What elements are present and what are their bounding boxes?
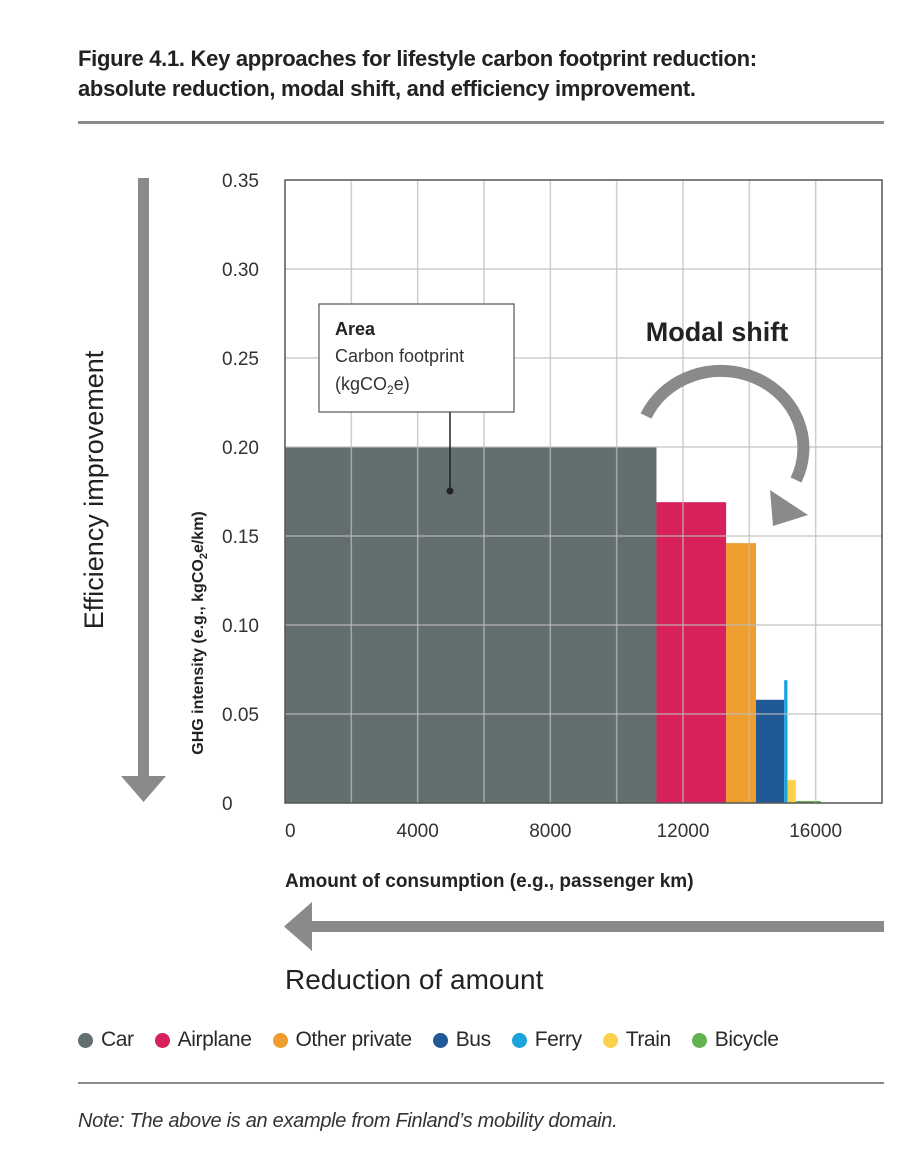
- area-callout: Area Carbon footprint (kgCO2e): [318, 303, 515, 495]
- modal-shift-curved-arrow-icon: [640, 364, 810, 526]
- bar-bicycle: [795, 801, 821, 803]
- y-axis-label: GHG intensity (e.g., kgCO2e/km): [190, 511, 210, 755]
- x-tick-label: 16000: [789, 821, 842, 842]
- legend: Car Airplane Other private Bus Ferry Train Bic…: [78, 1026, 799, 1054]
- y-tick-label: 0.30: [222, 260, 259, 281]
- x-tick-label: 0: [285, 821, 296, 842]
- bar-other-private: [726, 543, 756, 803]
- reduction-arrow-icon: [284, 902, 884, 951]
- legend-item-ferry: Ferry: [511, 1028, 582, 1052]
- legend-item-bicycle: Bicycle: [691, 1028, 779, 1052]
- callout-line-1: Carbon footprint: [335, 346, 464, 366]
- y-axis-label-pre: GHG intensity (e.g., kgCO: [190, 559, 207, 755]
- legend-item-car: Car: [78, 1028, 134, 1052]
- legend-label: Car: [101, 1028, 134, 1051]
- legend-dot-icon: [78, 1032, 93, 1048]
- y-tick-label: 0.20: [222, 438, 259, 459]
- legend-label: Bicycle: [714, 1028, 779, 1051]
- y-axis-label-post: e/km): [190, 511, 207, 553]
- legend-dot-icon: [691, 1032, 707, 1048]
- legend-dot-icon: [511, 1032, 527, 1048]
- legend-label: Bus: [455, 1028, 491, 1051]
- legend-dot-icon: [602, 1032, 618, 1048]
- y-tick-label: 0.15: [222, 527, 259, 548]
- x-tick-label: 8000: [529, 821, 571, 842]
- grid-overlay: [285, 180, 882, 803]
- efficiency-arrow-icon: [121, 178, 166, 802]
- legend-dot-icon: [432, 1032, 448, 1048]
- legend-item-bus: Bus: [432, 1028, 491, 1052]
- x-axis-label: Amount of consumption (e.g., passenger k…: [285, 871, 694, 892]
- y-tick-label: 0: [222, 794, 233, 815]
- callout-title: Area: [335, 319, 376, 339]
- x-tick-label: 4000: [397, 821, 439, 842]
- bar-train: [787, 779, 796, 803]
- callout-line-2: (kgCO2e): [335, 374, 410, 397]
- reduction-of-amount-label: Reduction of amount: [285, 964, 544, 995]
- legend-label: Ferry: [534, 1028, 582, 1051]
- efficiency-improvement-label: Efficiency improvement: [79, 350, 109, 629]
- legend-dot-icon: [154, 1032, 170, 1048]
- plot-frame: [284, 179, 883, 804]
- figure-title-line-1: Figure 4.1. Key approaches for lifestyle…: [78, 46, 757, 71]
- x-tick-label: 12000: [657, 821, 710, 842]
- figure-note: Note: The above is an example from Finla…: [78, 1110, 618, 1132]
- y-tick-label: 0.25: [222, 349, 259, 370]
- x-tick-labels: 0 4000 8000 12000 16000: [285, 821, 842, 842]
- figure-title-line-2: absolute reduction, modal shift, and eff…: [78, 76, 696, 101]
- legend-item-train: Train: [602, 1028, 671, 1052]
- bar-airplane: [656, 502, 727, 803]
- legend-dot-icon: [272, 1032, 288, 1048]
- legend-label: Airplane: [177, 1028, 252, 1051]
- legend-label: Train: [625, 1028, 671, 1051]
- y-tick-label: 0.10: [222, 616, 259, 637]
- modal-shift-label: Modal shift: [646, 317, 789, 347]
- y-tick-labels: 0 0.05 0.10 0.15 0.20 0.25 0.30 0.35: [222, 171, 259, 815]
- y-axis-label-sub: 2: [198, 553, 210, 559]
- figure-title: Figure 4.1. Key approaches for lifestyle…: [78, 44, 888, 104]
- callout-pointer-dot: [446, 487, 454, 495]
- legend-item-airplane: Airplane: [154, 1028, 252, 1052]
- chart: 0 0.05 0.10 0.15 0.20 0.25 0.30 0.35 0 4000 8000 1…: [79, 171, 884, 995]
- legend-item-other-private: Other private: [272, 1028, 413, 1052]
- bar-ferry: [784, 680, 788, 803]
- bar-bus: [755, 699, 785, 803]
- y-tick-label: 0.35: [222, 171, 259, 192]
- bottom-divider: [78, 1082, 884, 1084]
- top-divider: [78, 121, 884, 124]
- legend-label: Other private: [295, 1028, 413, 1051]
- y-tick-label: 0.05: [222, 705, 259, 726]
